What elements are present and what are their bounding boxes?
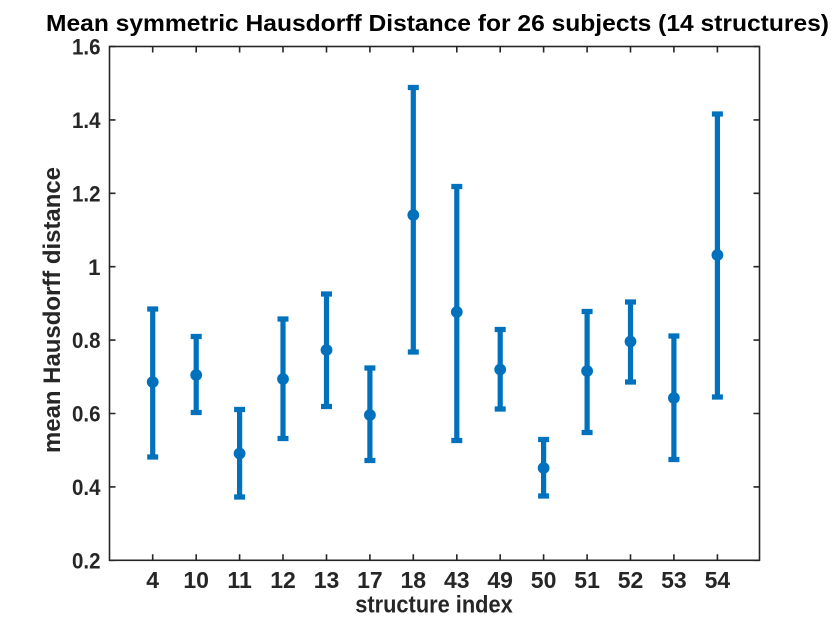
svg-text:43: 43 <box>444 567 470 593</box>
svg-text:0.2: 0.2 <box>72 548 101 573</box>
svg-text:49: 49 <box>487 567 513 593</box>
svg-text:Mean symmetric Hausdorff Dista: Mean symmetric Hausdorff Distance for 26… <box>46 10 829 36</box>
svg-text:4: 4 <box>146 567 159 593</box>
svg-text:52: 52 <box>618 567 644 593</box>
svg-text:mean Hausdorff distance: mean Hausdorff distance <box>39 167 66 453</box>
svg-text:1.6: 1.6 <box>72 35 101 60</box>
svg-text:1.2: 1.2 <box>72 181 101 206</box>
svg-text:0.8: 0.8 <box>72 328 101 353</box>
svg-text:53: 53 <box>661 567 687 593</box>
svg-text:0.6: 0.6 <box>72 402 101 427</box>
svg-text:12: 12 <box>270 567 296 593</box>
svg-text:1: 1 <box>88 255 100 280</box>
svg-text:0.4: 0.4 <box>72 475 101 500</box>
svg-text:18: 18 <box>401 567 427 593</box>
svg-text:54: 54 <box>705 567 731 593</box>
svg-text:51: 51 <box>574 567 600 593</box>
svg-text:11: 11 <box>227 567 252 593</box>
svg-text:17: 17 <box>357 567 383 593</box>
svg-text:10: 10 <box>183 567 209 593</box>
svg-text:structure index: structure index <box>355 592 513 619</box>
svg-text:50: 50 <box>531 567 557 593</box>
svg-text:13: 13 <box>314 567 340 593</box>
svg-text:1.4: 1.4 <box>72 108 101 133</box>
